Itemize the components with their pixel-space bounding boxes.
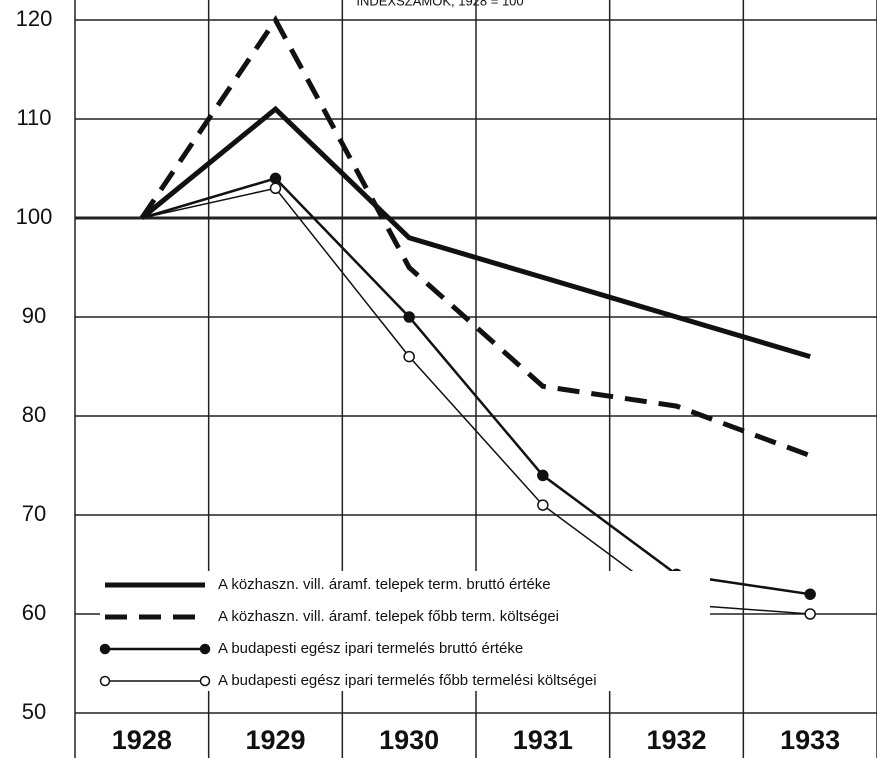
legend-marker: [99, 643, 111, 655]
x-tick-label: 1929: [245, 725, 305, 755]
y-tick-label: 110: [16, 105, 51, 130]
legend-box: [100, 571, 710, 691]
x-tick-label: 1928: [112, 725, 172, 755]
y-tick-label: 80: [22, 402, 46, 427]
x-tick-label: 1930: [379, 725, 439, 755]
point-marker: [537, 469, 549, 482]
point-marker: [403, 311, 415, 323]
y-tick-label: 60: [22, 600, 46, 625]
legend-marker: [99, 675, 111, 687]
legend-marker: [199, 675, 211, 687]
y-tick-label: 100: [16, 204, 53, 229]
x-tick-label: 1933: [780, 725, 840, 755]
point-marker: [269, 172, 282, 185]
legend-label: A budapesti egész ipari termelés főbb te…: [218, 672, 597, 689]
point-marker: [269, 182, 282, 195]
legend-label: A budapesti egész ipari termelés bruttó …: [218, 640, 523, 657]
series-line: [139, 15, 812, 458]
point-marker: [403, 350, 415, 363]
y-tick-label: 90: [22, 303, 46, 328]
legend-marker: [199, 643, 211, 655]
chart-title: INDEXSZÁMOK, 1928 = 100: [356, 0, 523, 8]
legend-label: A közhaszn. vill. áramf. telepek főbb te…: [218, 608, 559, 625]
x-tick-label: 1932: [646, 725, 706, 755]
series-line: [140, 105, 811, 359]
legend-label: A közhaszn. vill. áramf. telepek term. b…: [218, 576, 551, 593]
point-marker: [804, 608, 816, 620]
y-tick-label: 50: [22, 699, 46, 724]
y-tick-label: 70: [22, 501, 46, 526]
point-marker: [804, 588, 816, 600]
y-tick-label: 120: [16, 6, 53, 31]
x-tick-label: 1931: [513, 725, 573, 755]
point-marker: [537, 499, 549, 511]
